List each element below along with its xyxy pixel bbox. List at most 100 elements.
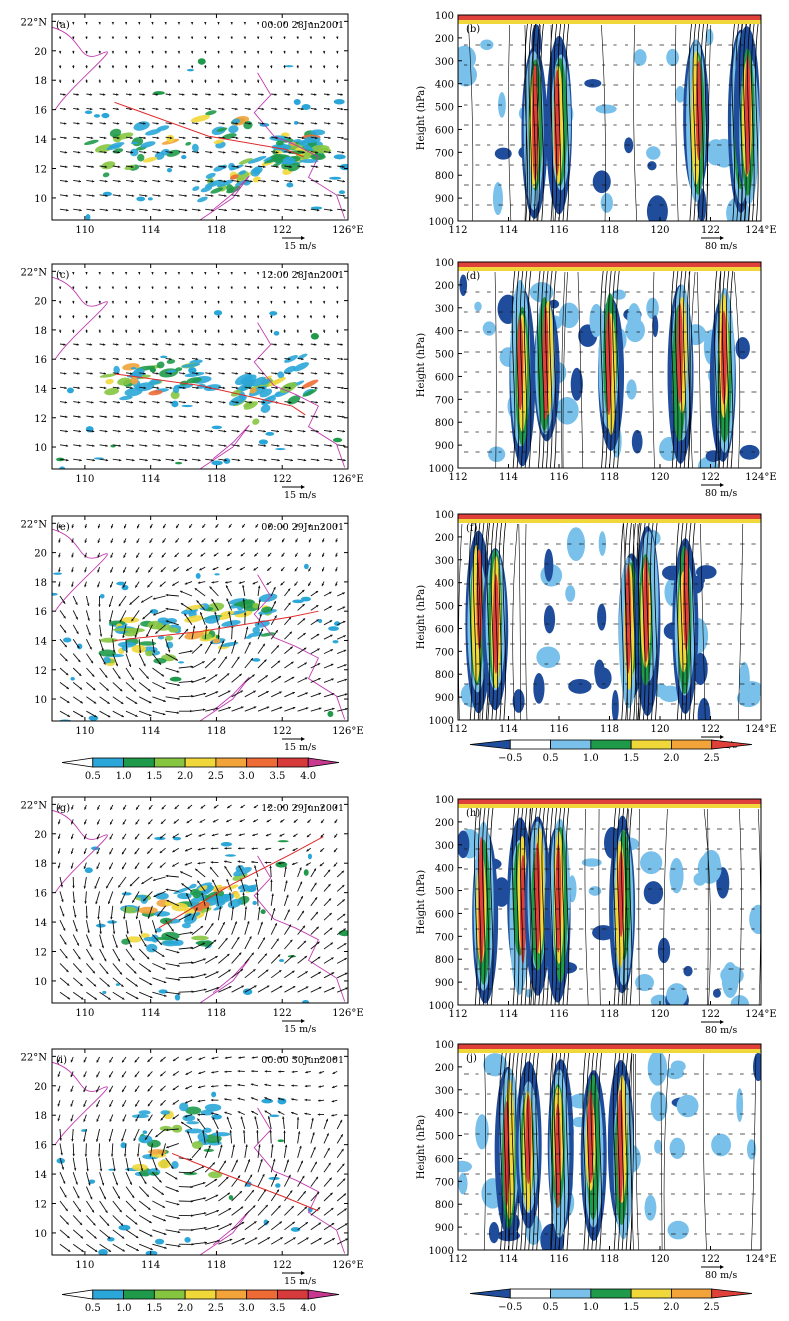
wind-arrowhead	[156, 136, 160, 140]
wind-arrowhead	[70, 851, 74, 854]
x-tick-label: 114	[141, 225, 160, 236]
wind-arrowhead	[161, 554, 165, 558]
wind-arrowhead	[97, 569, 100, 573]
wind-arrowhead	[124, 330, 128, 333]
wind-arrowhead	[329, 444, 333, 447]
wind-arrowhead	[315, 136, 318, 140]
wind-arrowhead	[237, 1083, 240, 1087]
wind-arrowhead	[197, 180, 200, 183]
precip-cell	[228, 394, 247, 406]
wind-arrowhead	[152, 650, 156, 653]
wind-arrowhead	[142, 93, 145, 96]
wind-arrowhead	[177, 51, 181, 54]
wind-arrowhead	[110, 916, 113, 920]
wind-arrowhead	[343, 649, 347, 653]
wind-arrowhead	[107, 714, 111, 718]
wind-arrowhead	[292, 706, 296, 710]
precip-cell	[169, 676, 182, 682]
wind-arrowhead	[295, 554, 298, 557]
contour-line	[718, 271, 722, 468]
wind-arrowhead	[84, 525, 88, 529]
wind-arrowhead	[93, 1222, 96, 1226]
wind-arrowhead	[235, 122, 239, 125]
wind-arrowhead	[330, 649, 334, 652]
wind-arrowhead	[144, 444, 148, 447]
wind-arrowhead	[253, 819, 256, 823]
wind-arrowhead	[186, 820, 190, 823]
wind-arrowhead	[105, 1210, 108, 1213]
wind-arrowhead	[279, 834, 283, 837]
x-tick-label: 126°E	[332, 1008, 363, 1019]
wind-arrowhead	[103, 1196, 106, 1200]
wind-arrowhead	[144, 165, 147, 169]
wind-arrowhead	[164, 994, 167, 997]
wind-arrowhead	[95, 901, 98, 905]
omega-patch	[598, 531, 607, 556]
wind-arrowhead	[76, 357, 80, 361]
wind-arrowhead	[121, 714, 124, 718]
section-plot-area	[458, 262, 761, 468]
wind-arrowhead	[113, 1168, 116, 1172]
precip-cell	[275, 140, 284, 146]
wind-arrowhead	[124, 65, 128, 69]
wind-arrowhead	[59, 1138, 62, 1141]
x-tick-label: 120	[650, 225, 669, 236]
wind-vector	[152, 681, 166, 690]
wind-arrowhead	[101, 1182, 105, 1186]
wind-arrowhead	[287, 343, 291, 346]
x-tick-label: 110	[75, 1008, 94, 1019]
wind-arrowhead	[301, 910, 304, 914]
wind-arrowhead	[135, 714, 138, 717]
wind-arrowhead	[159, 865, 163, 868]
wind-arrowhead	[98, 301, 101, 304]
wind-arrowhead	[57, 836, 61, 839]
wind-arrowhead	[204, 36, 207, 39]
precip-cell	[99, 593, 105, 599]
wind-arrowhead	[270, 879, 273, 882]
wind-arrowhead	[123, 525, 127, 529]
wind-arrowhead	[156, 386, 160, 390]
wind-arrowhead	[223, 1160, 226, 1164]
wind-arrowhead	[236, 401, 239, 404]
wind-arrowhead	[67, 1235, 70, 1239]
wind-arrowhead	[134, 836, 138, 840]
wind-arrowhead	[147, 1207, 151, 1210]
wind-arrowhead	[217, 65, 220, 69]
wind-arrowhead	[76, 93, 79, 96]
wind-arrowhead	[248, 372, 252, 375]
wind-arrowhead	[294, 805, 297, 809]
wind-arrowhead	[252, 833, 255, 837]
wind-arrowhead	[71, 584, 74, 587]
wind-arrowhead	[90, 357, 93, 361]
wind-arrowhead	[111, 286, 115, 289]
wind-arrowhead	[109, 1089, 112, 1093]
precip-cell	[302, 389, 318, 397]
wind-arrowhead	[140, 931, 143, 934]
wind-arrowhead	[160, 821, 164, 824]
wind-arrowhead	[88, 632, 91, 636]
wind-vector	[244, 1174, 253, 1187]
wind-arrowhead	[71, 807, 74, 810]
precip-cell	[164, 635, 174, 641]
wind-arrowhead	[94, 886, 97, 889]
wind-vector	[139, 1243, 153, 1251]
precip-cell	[259, 388, 273, 398]
omega-patch	[646, 146, 661, 160]
precip-cell	[140, 933, 150, 939]
precip-cell	[154, 1238, 165, 1245]
wind-arrowhead	[250, 180, 253, 183]
coastline	[253, 1107, 346, 1254]
wind-arrowhead	[322, 301, 326, 304]
wind-arrowhead	[58, 525, 61, 529]
wind-arrowhead	[129, 372, 133, 375]
precip-cell	[186, 377, 202, 384]
wind-vector	[125, 653, 132, 667]
precip-cell	[189, 902, 200, 908]
wind-arrowhead	[144, 944, 147, 947]
omega-patch	[474, 301, 482, 312]
precip-cell	[269, 311, 278, 316]
wind-arrowhead	[121, 1236, 125, 1239]
wind-arrowhead	[110, 584, 113, 588]
precip-cell	[203, 1148, 215, 1152]
wind-arrowhead	[241, 539, 244, 543]
